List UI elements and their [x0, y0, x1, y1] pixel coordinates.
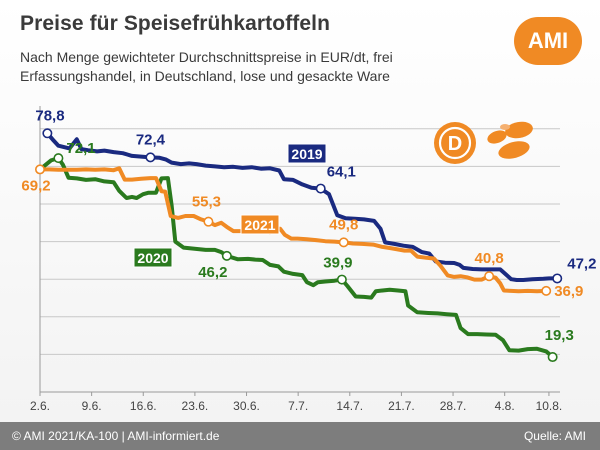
marker-2021 [541, 285, 552, 296]
marker-2019 [315, 183, 326, 194]
value-label-2020: 46,2 [198, 264, 227, 281]
ami-logo: AMI [514, 17, 582, 65]
year-tags: 2019 2020 2021 [133, 143, 327, 268]
value-label-2020: 39,9 [323, 255, 352, 272]
series-lines [38, 131, 560, 359]
value-label-2019: 64,1 [327, 164, 356, 181]
value-label-2020: 19,3 [545, 327, 574, 344]
value-label-2020: 72,1 [66, 140, 95, 157]
year-tag-2020: 2020 [137, 250, 168, 266]
badge-letter: D [448, 133, 462, 155]
x-tick-label: 21.7. [388, 399, 415, 413]
price-line-chart: 2.6. 9.6. 16.6. 23.6. 30.6. 7.7. 14.7. 21.7. 28.… [21, 106, 596, 413]
value-label-2021: 69,2 [21, 177, 50, 194]
marker-2020 [221, 250, 232, 261]
x-tick-label: 10.8. [536, 399, 563, 413]
marker-2019 [145, 152, 156, 163]
year-tag-box [287, 143, 327, 164]
year-tag-box [240, 214, 280, 235]
x-tick-label: 4.8. [495, 399, 515, 413]
marker-2021 [34, 164, 45, 175]
year-tag-2019: 2019 [291, 146, 322, 162]
x-tick-label: 28.7. [440, 399, 467, 413]
value-label-2019: 72,4 [136, 131, 166, 148]
x-tick-label: 2.6. [30, 399, 50, 413]
x-tick-label: 7.7. [288, 399, 308, 413]
value-markers [34, 128, 563, 363]
footer-source: Quelle: AMI [523, 429, 586, 443]
x-tick-label: 14.7. [336, 399, 363, 413]
value-label-2021: 36,9 [554, 283, 583, 300]
chart-subtitle: Nach Menge gewichteter Durchschnittsprei… [20, 49, 393, 84]
footer-copyright: © AMI 2021/KA-100 | AMI-informiert.de [12, 429, 220, 443]
marker-2019 [552, 273, 563, 284]
chart-title: Preise für Speisefrühkartoffeln [20, 12, 331, 35]
x-tick-label: 23.6. [182, 399, 209, 413]
x-tick-labels: 2.6. 9.6. 16.6. 23.6. 30.6. 7.7. 14.7. 21.7. 28.… [30, 392, 562, 413]
potato-icon [487, 121, 533, 159]
marker-2020 [336, 274, 347, 285]
marker-2020 [547, 352, 558, 363]
year-tag-2021: 2021 [244, 217, 275, 233]
x-tick-label: 9.6. [82, 399, 102, 413]
axes [39, 106, 560, 393]
value-labels: 78,8 72,4 64,1 47,2 72,1 46,2 39,9 19,3 69,2 55,3… [21, 107, 596, 344]
year-tag-box [133, 247, 173, 268]
footer-bar: © AMI 2021/KA-100 | AMI-informiert.de Qu… [0, 422, 600, 450]
value-label-2019: 47,2 [567, 255, 596, 272]
marker-2021 [203, 216, 214, 227]
marker-2020 [53, 153, 64, 164]
value-label-2019: 78,8 [35, 107, 64, 124]
marker-2021 [484, 271, 495, 282]
value-label-2021: 55,3 [192, 194, 221, 211]
series-line-2020 [38, 156, 555, 359]
marker-2021 [338, 237, 349, 248]
badge-group: D [434, 121, 533, 164]
x-tick-label: 16.6. [130, 399, 157, 413]
series-line-2019 [45, 131, 560, 282]
value-label-2021: 40,8 [475, 250, 504, 267]
x-tick-label: 30.6. [233, 399, 260, 413]
marker-2019 [42, 128, 53, 139]
series-line-2021 [38, 166, 549, 294]
value-label-2021: 49,8 [329, 216, 358, 233]
